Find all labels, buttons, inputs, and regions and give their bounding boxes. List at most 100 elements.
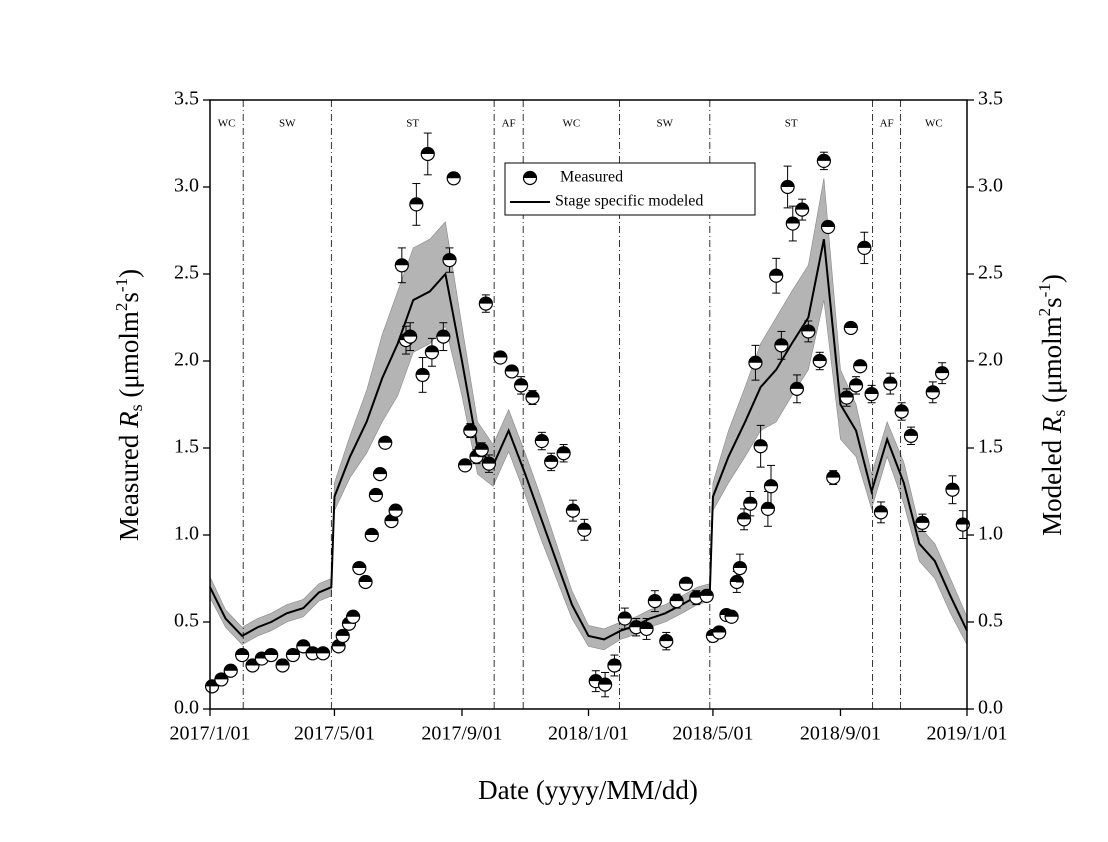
data-point-half	[416, 368, 430, 375]
data-point-half	[689, 591, 703, 598]
data-point-half	[557, 446, 571, 454]
data-point-half	[214, 672, 228, 680]
data-point-half	[577, 523, 591, 530]
data-point-half	[463, 424, 477, 431]
legend-marker-half	[523, 171, 537, 178]
y2-label-part: 2	[1035, 308, 1054, 317]
data-point-half	[743, 497, 757, 504]
data-point-half	[482, 457, 496, 464]
y-label-part: )	[114, 269, 144, 278]
y2-tick-label: 0.0	[978, 697, 1003, 719]
stage-label: AF	[880, 118, 894, 130]
data-point-half	[436, 330, 450, 337]
stage-label: WC	[563, 118, 581, 130]
x-tick-label: 2017/1/01	[169, 723, 250, 745]
y2-label-part: R	[1037, 416, 1067, 434]
legend-box	[504, 162, 756, 216]
y2-tick-label: 3.5	[978, 88, 1003, 110]
y2-tick-label: 1.5	[978, 436, 1003, 458]
data-point-half	[359, 575, 373, 582]
y-tick-label: 2.5	[174, 262, 199, 284]
data-point-half	[754, 439, 768, 447]
stage-label: WC	[218, 118, 236, 130]
data-point-half	[316, 646, 330, 654]
y2-tick-label: 2.5	[978, 262, 1003, 284]
data-point-half	[748, 356, 762, 363]
data-point-half	[458, 458, 472, 466]
x-tick-label: 2018/5/01	[672, 723, 753, 745]
data-point-half	[535, 434, 549, 442]
data-point-half	[395, 258, 409, 266]
y2-tick-label: 3.0	[978, 175, 1003, 197]
data-point-half	[935, 366, 949, 374]
data-point-half	[853, 359, 867, 367]
data-point-half	[276, 659, 290, 666]
data-point-half	[286, 648, 300, 656]
y-label-part: R	[114, 411, 144, 429]
data-point-half	[296, 639, 310, 647]
y-label-part: s	[114, 292, 144, 303]
stage-label: AF	[502, 118, 516, 130]
y-axis-label: Measured Rs (μmolm2s-1)	[112, 269, 146, 541]
model-line	[209, 239, 968, 641]
data-point-half	[826, 471, 840, 478]
data-point-half	[659, 634, 673, 642]
data-point-half	[679, 577, 693, 584]
data-point-half	[926, 385, 940, 393]
data-point-half	[443, 253, 457, 261]
data-point-half	[781, 180, 795, 187]
data-point-half	[883, 377, 897, 384]
data-point-half	[730, 575, 744, 582]
data-point-half	[475, 443, 489, 450]
y-label-part: -1	[112, 278, 131, 292]
data-point-half	[352, 561, 366, 569]
y-tick-label: 2.0	[174, 349, 199, 371]
data-point-half	[774, 338, 788, 346]
data-point-half	[761, 502, 775, 509]
data-point-half	[840, 391, 854, 398]
y-label-part: 2	[112, 303, 131, 312]
data-point-half	[737, 512, 751, 520]
data-point-half	[895, 404, 909, 412]
data-point-half	[874, 505, 888, 513]
data-point-half	[956, 518, 970, 525]
stage-label: ST	[785, 118, 798, 130]
y2-label-part: )	[1037, 274, 1067, 283]
data-point-half	[505, 364, 519, 372]
data-point-half	[378, 436, 392, 443]
data-point-half	[790, 382, 804, 389]
x-axis-label: Date (yyyy/MM/dd)	[478, 775, 698, 805]
data-point-half	[566, 504, 580, 511]
data-point-half	[640, 622, 654, 629]
y2-axis-label: Modeled Rs (μmolm2s-1)	[1035, 274, 1069, 536]
x-tick-label: 2017/5/01	[294, 723, 375, 745]
data-point-half	[447, 171, 461, 179]
data-point-half	[235, 648, 249, 656]
x-tick-label: 2018/1/01	[548, 723, 629, 745]
stage-label: WC	[925, 118, 943, 130]
y-tick-label: 1.5	[174, 436, 199, 458]
stage-label: SW	[656, 118, 673, 130]
data-point-half	[945, 483, 959, 490]
y2-tick-label: 1.0	[978, 523, 1003, 545]
data-point-half	[857, 241, 871, 248]
data-point-half	[306, 646, 320, 654]
data-point-half	[365, 528, 379, 535]
y2-tick-label: 0.5	[978, 610, 1003, 632]
y2-label-part: (μmolm	[1037, 316, 1067, 409]
data-point-half	[648, 594, 662, 602]
data-point-half	[493, 351, 507, 358]
data-point-half	[915, 516, 929, 523]
data-point-half	[670, 594, 684, 602]
data-point-half	[369, 488, 383, 495]
data-point-half	[373, 467, 387, 475]
data-point-half	[409, 197, 423, 205]
y-label-part: (μmolm	[114, 311, 144, 404]
y-tick-label: 0.5	[174, 610, 199, 632]
data-point-half	[425, 345, 439, 353]
legend-label: Stage specific modeled	[555, 193, 703, 210]
legend-label: Measured	[560, 169, 623, 186]
data-point-half	[817, 154, 831, 161]
data-point-half	[389, 504, 403, 511]
